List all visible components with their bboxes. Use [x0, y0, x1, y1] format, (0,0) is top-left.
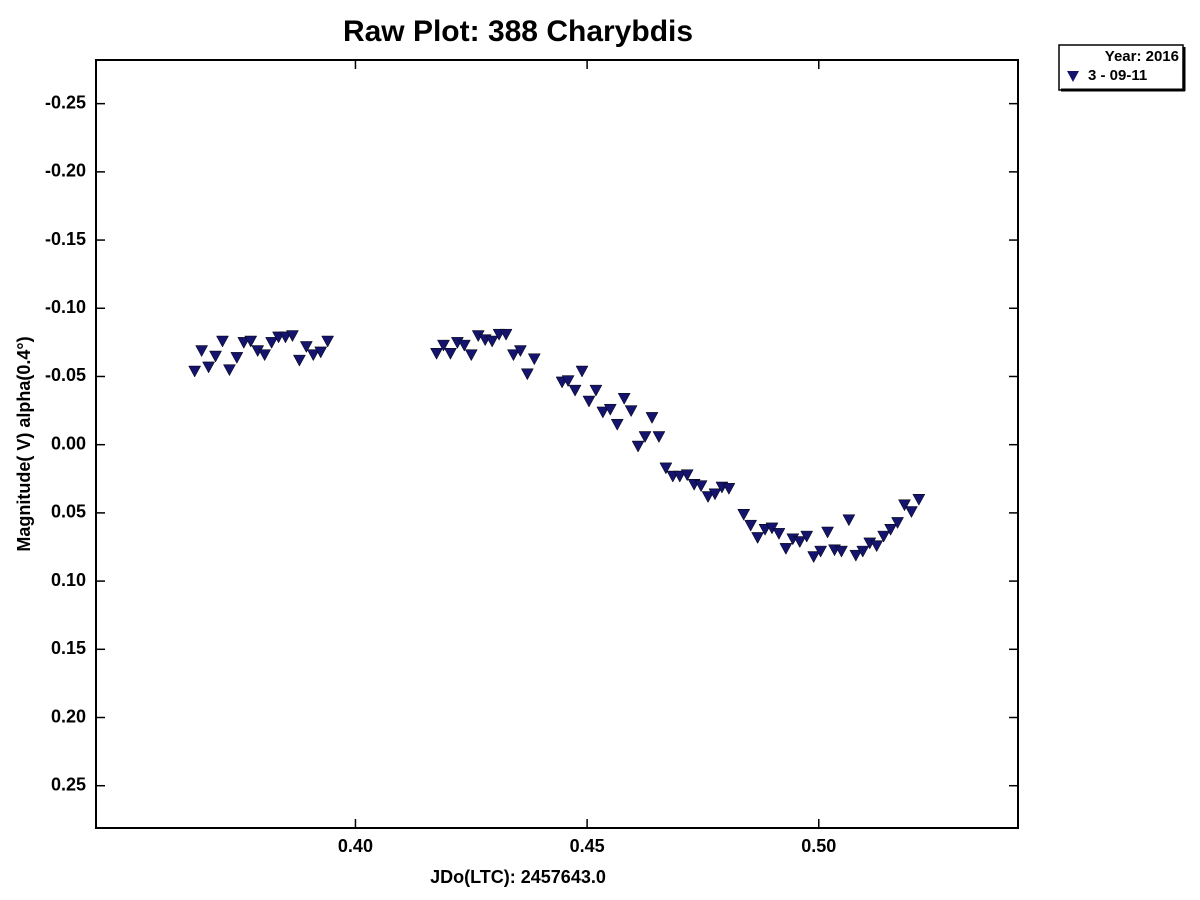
- data-point: [589, 384, 603, 397]
- data-point: [292, 354, 306, 367]
- data-point: [793, 536, 807, 549]
- data-point: [870, 540, 884, 553]
- y-tick-label: -0.20: [45, 161, 86, 181]
- y-tick-label: -0.25: [45, 92, 86, 112]
- y-tick-label: 0.05: [51, 502, 86, 522]
- y-tick-label: 0.25: [51, 774, 86, 794]
- data-point: [209, 350, 222, 363]
- data-point: [898, 499, 911, 512]
- data-point: [575, 365, 589, 378]
- data-point: [561, 375, 575, 388]
- data-point: [195, 345, 209, 358]
- data-point: [849, 549, 863, 562]
- data-point: [286, 330, 299, 343]
- data-point: [306, 349, 320, 362]
- data-point: [299, 341, 313, 353]
- data-point: [722, 483, 736, 495]
- data-point: [527, 353, 541, 366]
- data-point: [814, 545, 828, 558]
- data-point: [884, 524, 898, 536]
- y-tick-label: -0.05: [45, 365, 86, 385]
- data-point: [694, 480, 708, 493]
- x-tick-label: 0.50: [801, 836, 836, 856]
- data-point: [701, 491, 715, 504]
- data-point: [779, 543, 793, 555]
- data-point: [520, 368, 534, 381]
- data-point: [877, 530, 891, 543]
- x-axis-label: JDo(LTC): 2457643.0: [430, 867, 606, 887]
- data-point: [265, 337, 279, 349]
- data-point: [659, 462, 673, 475]
- data-point: [800, 530, 814, 543]
- data-point: [652, 431, 666, 444]
- data-point: [568, 384, 582, 397]
- data-point: [912, 493, 926, 506]
- data-point: [842, 514, 856, 527]
- data-point: [188, 365, 202, 378]
- y-tick-label: 0.10: [51, 570, 86, 590]
- y-axis-label: Magnitude( V) alpha(0.4°): [14, 336, 34, 551]
- data-point: [673, 470, 687, 483]
- data-point: [624, 405, 638, 418]
- data-point: [631, 440, 645, 453]
- y-tick-label: 0.00: [51, 433, 86, 453]
- data-point: [751, 532, 765, 544]
- data-point: [464, 349, 478, 362]
- data-point: [216, 335, 229, 348]
- data-point: [314, 346, 328, 359]
- data-point: [645, 412, 659, 424]
- legend-label: 3 - 09-11: [1088, 67, 1147, 84]
- data-point: [905, 506, 918, 519]
- y-tick-label: 0.20: [51, 706, 86, 726]
- data-point: [680, 469, 694, 482]
- data-point: [485, 335, 499, 348]
- data-point: [821, 526, 834, 539]
- data-point: [499, 328, 513, 341]
- data-point: [744, 519, 758, 532]
- y-tick-label: 0.15: [51, 638, 86, 658]
- legend-title: Year: 2016: [1105, 48, 1179, 65]
- data-point: [202, 361, 216, 374]
- data-point: [244, 335, 258, 348]
- data-point: [603, 403, 617, 416]
- data-point: [430, 348, 443, 360]
- data-point: [610, 418, 624, 431]
- data-point: [891, 517, 904, 529]
- data-point: [772, 528, 786, 540]
- data-point: [807, 551, 821, 564]
- data-point: [230, 352, 244, 364]
- data-point: [617, 393, 631, 405]
- data-point: [638, 431, 652, 444]
- x-tick-label: 0.40: [338, 836, 373, 856]
- y-tick-label: -0.10: [45, 297, 86, 317]
- data-point: [437, 339, 450, 352]
- data-point: [835, 545, 848, 558]
- data-point: [596, 406, 610, 419]
- data-point: [513, 345, 527, 358]
- data-point: [444, 348, 457, 360]
- data-point: [223, 364, 236, 377]
- y-tick-label: -0.15: [45, 229, 86, 249]
- data-point: [258, 349, 272, 362]
- data-point: [708, 488, 722, 501]
- data-point: [457, 339, 471, 352]
- legend-marker: [1067, 71, 1079, 82]
- data-point: [856, 545, 870, 558]
- x-tick-label: 0.45: [570, 836, 605, 856]
- data-point: [507, 349, 520, 362]
- data-point: [582, 395, 596, 408]
- data-point: [737, 509, 751, 521]
- chart-title: Raw Plot: 388 Charybdis: [343, 15, 693, 48]
- data-point: [321, 335, 335, 348]
